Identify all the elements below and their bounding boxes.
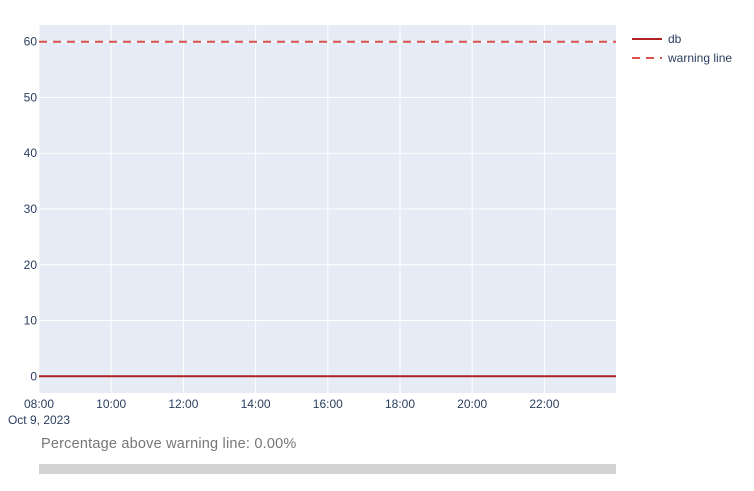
y-tick-label: 30 (24, 202, 38, 216)
range-slider[interactable] (39, 464, 616, 474)
y-tick-label: 0 (30, 369, 37, 383)
percentage-above-warning-text: Percentage above warning line: 0.00% (41, 436, 297, 452)
x-tick-label: 22:00 (529, 397, 559, 411)
y-tick-label: 60 (24, 35, 38, 49)
x-tick-label: 10:00 (96, 397, 126, 411)
legend-item-label[interactable]: warning line (667, 51, 732, 65)
legend-item-label[interactable]: db (668, 32, 682, 46)
x-tick-label: 18:00 (385, 397, 415, 411)
x-tick-label: 12:00 (168, 397, 198, 411)
y-tick-label: 40 (24, 146, 38, 160)
y-tick-label: 10 (24, 314, 38, 328)
y-tick-label: 50 (24, 90, 38, 104)
x-date-label: Oct 9, 2023 (8, 413, 70, 427)
x-tick-label: 20:00 (457, 397, 487, 411)
x-tick-label: 16:00 (313, 397, 343, 411)
x-tick-label: 14:00 (241, 397, 271, 411)
y-tick-label: 20 (24, 258, 38, 272)
x-tick-label: 08:00 (24, 397, 54, 411)
